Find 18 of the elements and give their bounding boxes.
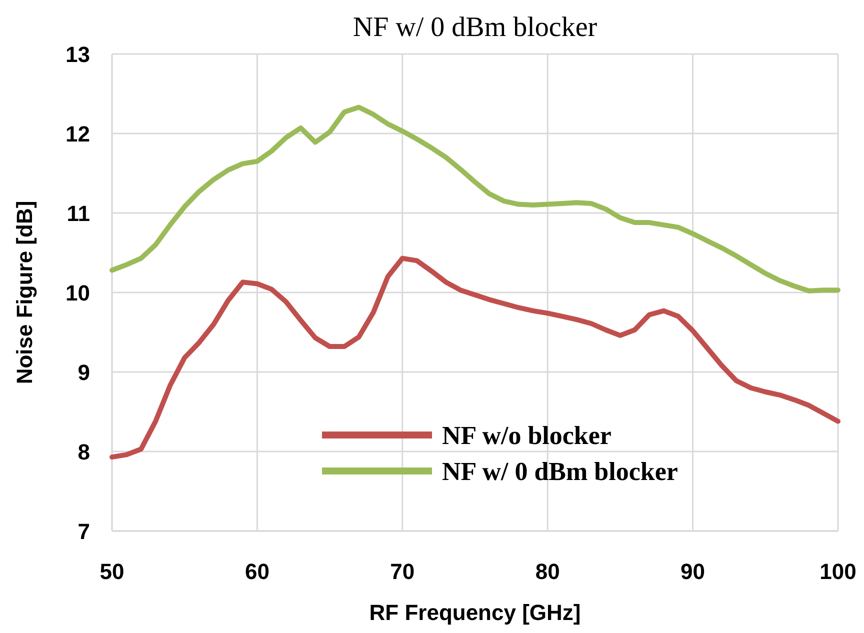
y-tick-label: 9 <box>78 360 90 385</box>
x-tick-label: 60 <box>244 559 270 584</box>
x-axis-title: RF Frequency [GHz] <box>369 600 581 625</box>
x-tick-label: 100 <box>820 559 856 584</box>
y-tick-label: 7 <box>78 519 90 544</box>
x-tick-label: 50 <box>100 559 124 584</box>
y-axis-title: Noise Figure [dB] <box>12 200 37 384</box>
legend-label: NF w/o blocker <box>442 421 612 450</box>
y-tick-label: 13 <box>66 42 90 67</box>
x-tick-label: 90 <box>680 559 706 584</box>
legend-label: NF w/ 0 dBm blocker <box>442 457 678 486</box>
y-tick-label: 10 <box>66 280 90 306</box>
y-tick-label: 11 <box>66 201 90 226</box>
x-tick-label: 80 <box>535 559 560 584</box>
x-tick-label: 70 <box>390 559 415 584</box>
y-tick-label: 12 <box>66 122 90 146</box>
y-tick-label: 8 <box>78 440 90 464</box>
chart-title: NF w/ 0 dBm blocker <box>352 12 598 43</box>
